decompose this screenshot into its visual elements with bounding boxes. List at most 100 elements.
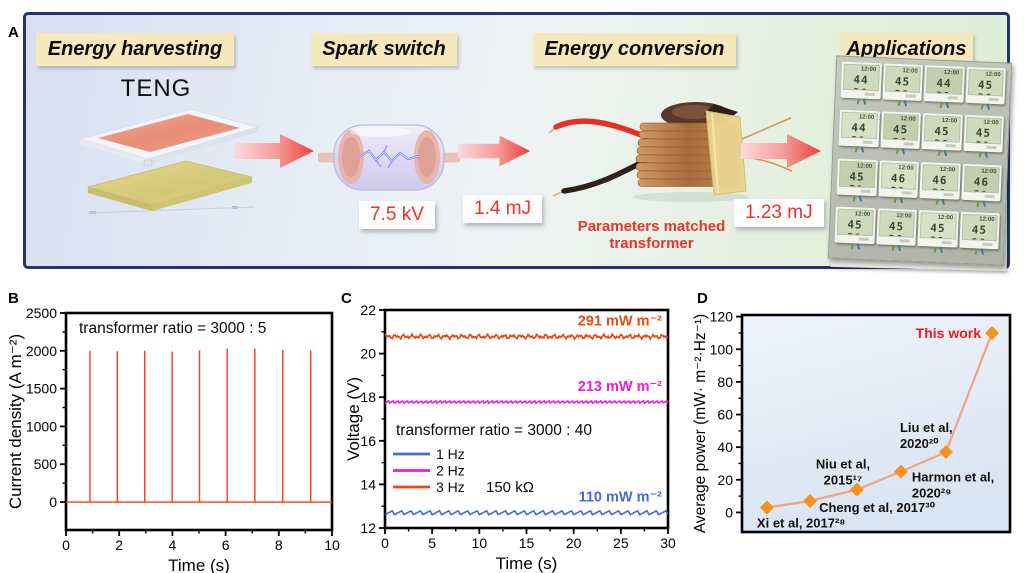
svg-text:2 Hz: 2 Hz (436, 463, 465, 479)
svg-text:80: 80 (717, 374, 733, 390)
transformer-caption-line2: transformer (609, 235, 694, 252)
annotation-transformer-ratio: transformer ratio = 3000 : 5 (79, 320, 266, 337)
svg-text:2000: 2000 (26, 343, 57, 359)
panel-label-a: A (8, 24, 19, 41)
svg-text:2: 2 (115, 537, 123, 553)
panel-label-c: C (341, 290, 352, 307)
spark-switch-illustration (318, 124, 460, 191)
panel-label-b: B (8, 290, 19, 307)
svg-text:25: 25 (613, 535, 629, 551)
svg-text:Average power (mW· m⁻²·Hz⁻¹): Average power (mW· m⁻²·Hz⁻¹) (692, 314, 709, 533)
voltage-series-2Hz (384, 399, 669, 405)
data-point-marker (893, 464, 908, 479)
svg-text:1 Hz: 1 Hz (436, 446, 465, 462)
power-density-label: 291 mW m⁻² (578, 314, 662, 330)
teng-illustration (78, 108, 260, 214)
panel-label-d: D (697, 290, 708, 307)
chart-voltage: 0 5 10 15 20 25 30 12 14 16 18 20 22 Time (s) Voltage … (344, 302, 676, 573)
energy-before-value: 1.4 mJ (463, 195, 543, 223)
svg-text:500: 500 (34, 456, 58, 472)
step-label-energy-conversion: Energy conversion (533, 33, 736, 66)
svg-text:18: 18 (360, 389, 376, 405)
power-density-label: 213 mW m⁻² (578, 379, 662, 395)
svg-text:Time (s): Time (s) (168, 556, 230, 573)
svg-text:10: 10 (324, 537, 340, 553)
teng-label: TENG (120, 75, 192, 102)
svg-text:22: 22 (360, 302, 376, 318)
data-point-marker (759, 500, 774, 515)
svg-text:0: 0 (725, 504, 733, 520)
svg-text:Voltage (V): Voltage (V) (344, 377, 363, 461)
transformer-caption: Parameters matched transformer (564, 218, 739, 252)
svg-text:10: 10 (472, 535, 488, 551)
energy-after-value: 1.23 mJ (734, 199, 824, 227)
svg-text:0: 0 (381, 535, 389, 551)
svg-text:0: 0 (49, 494, 57, 510)
panel-a-schematic: Energy harvesting Spark switch Energy co… (23, 12, 1013, 272)
svg-text:8: 8 (275, 537, 283, 553)
svg-text:30: 30 (660, 535, 676, 551)
svg-text:15: 15 (519, 535, 535, 551)
svg-text:5: 5 (428, 535, 436, 551)
data-point-marker (985, 325, 1000, 340)
svg-text:4: 4 (169, 537, 177, 553)
flow-arrow-icon (741, 134, 821, 168)
reference-label: Harmon et al, (912, 470, 994, 485)
svg-text:60: 60 (717, 407, 733, 423)
reference-label: 2020²⁹ (912, 486, 951, 501)
svg-text:3 Hz: 3 Hz (436, 479, 465, 495)
svg-text:2500: 2500 (26, 305, 57, 321)
svg-text:40: 40 (717, 439, 733, 455)
svg-text:100: 100 (710, 341, 734, 357)
svg-text:120: 120 (710, 309, 734, 325)
data-point-marker (938, 445, 953, 460)
reference-label: Niu et al, (816, 457, 870, 472)
reference-label: 2020²⁰ (900, 436, 939, 451)
reference-label: Cheng et al, 2017³⁰ (819, 500, 936, 515)
this-work-label: This work (916, 325, 982, 341)
axes: 0 5 10 15 20 25 30 12 14 16 18 20 22 Time (s) Voltage … (344, 302, 676, 573)
flow-arrow-icon (234, 134, 314, 168)
svg-text:12: 12 (360, 520, 376, 536)
load-resistance-label: 150 kΩ (486, 479, 534, 496)
svg-text:1000: 1000 (26, 418, 57, 434)
chart-current-density: 0 2 4 6 8 10 0 500 1000 1500 2000 2500 Time (s) Curre… (6, 305, 340, 573)
annotation-transformer-ratio: transformer ratio = 3000 : 40 (396, 422, 592, 439)
step-label-energy-harvesting: Energy harvesting (36, 33, 234, 66)
svg-text:20: 20 (360, 346, 376, 362)
svg-text:Time (s): Time (s) (496, 554, 558, 573)
reference-label: Liu et al, (900, 420, 953, 435)
reference-label: Xi et al, 2017²⁸ (757, 516, 846, 531)
plot-background (742, 315, 1010, 532)
flow-arrow-icon (458, 135, 531, 167)
voltage-series-3Hz (384, 332, 669, 341)
legend: 1 Hz2 Hz3 Hz (393, 446, 465, 495)
svg-text:6: 6 (222, 537, 230, 553)
svg-text:Current density (A m⁻²): Current density (A m⁻²) (6, 334, 25, 509)
svg-text:20: 20 (566, 535, 582, 551)
trend-line (766, 332, 994, 509)
transformer-illustration (548, 102, 793, 202)
svg-text:1500: 1500 (26, 381, 57, 397)
svg-text:0: 0 (62, 537, 70, 553)
spark-voltage-value: 7.5 kV (359, 201, 435, 229)
axes: 0 2 4 6 8 10 0 500 1000 1500 2000 2500 Time (s) Curre… (6, 305, 340, 573)
data-point-marker (849, 482, 864, 497)
